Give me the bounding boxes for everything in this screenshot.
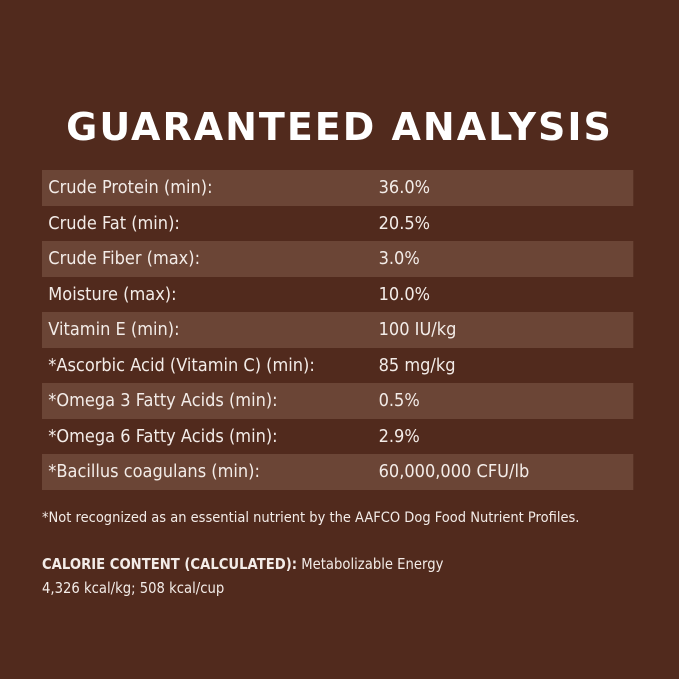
nutrient-value: 20.5% bbox=[378, 212, 431, 234]
table-row: Crude Fiber (max): 3.0% bbox=[42, 241, 634, 277]
nutrient-name: Crude Protein (min): bbox=[48, 177, 213, 199]
footnote: *Not recognized as an essential nutrient… bbox=[42, 510, 580, 526]
nutrient-name: *Ascorbic Acid (Vitamin C) (min): bbox=[48, 354, 315, 376]
table-row: Crude Fat (min): 20.5% bbox=[42, 206, 633, 242]
nutrient-name: Moisture (max): bbox=[48, 283, 177, 305]
nutrient-name: *Bacillus coagulans (min): bbox=[48, 461, 260, 483]
nutrient-name: *Omega 3 Fatty Acids (min): bbox=[48, 390, 278, 412]
calorie-content: CALORIE CONTENT (CALCULATED): Metaboliza… bbox=[42, 552, 443, 600]
nutrient-value: 2.9% bbox=[378, 425, 420, 447]
nutrient-value: 10.0% bbox=[378, 283, 431, 305]
nutrient-name: Crude Fat (min): bbox=[48, 212, 180, 234]
calorie-text: Metabolizable Energy bbox=[301, 555, 444, 573]
table-row: Moisture (max): 10.0% bbox=[42, 277, 633, 313]
nutrient-value: 100 IU/kg bbox=[378, 319, 457, 341]
table-row: *Omega 3 Fatty Acids (min): 0.5% bbox=[42, 383, 634, 419]
nutrient-value: 60,000,000 CFU/lb bbox=[378, 461, 530, 483]
nutrient-name: *Omega 6 Fatty Acids (min): bbox=[48, 425, 278, 447]
nutrient-value: 85 mg/kg bbox=[378, 354, 456, 376]
nutrient-name: Vitamin E (min): bbox=[48, 319, 180, 341]
nutrient-value: 36.0% bbox=[378, 177, 431, 199]
title: GUARANTEED ANALYSIS bbox=[66, 105, 613, 149]
table-row: *Bacillus coagulans (min): 60,000,000 CFU… bbox=[42, 454, 634, 490]
nutrient-name: Crude Fiber (max): bbox=[48, 248, 201, 270]
table-row: Crude Protein (min): 36.0% bbox=[42, 170, 634, 206]
calorie-label: CALORIE CONTENT (CALCULATED): bbox=[42, 555, 298, 573]
table-row: *Omega 6 Fatty Acids (min): 2.9% bbox=[42, 419, 633, 455]
table-row: Vitamin E (min): 100 IU/kg bbox=[42, 312, 634, 348]
analysis-table: Crude Protein (min): 36.0% Crude Fat (min)… bbox=[42, 170, 634, 490]
nutrient-value: 3.0% bbox=[378, 248, 420, 270]
nutrient-value: 0.5% bbox=[378, 390, 420, 412]
table-row: *Ascorbic Acid (Vitamin C) (min): 85 mg/k… bbox=[42, 348, 633, 384]
calorie-values: 4,326 kcal/kg; 508 kcal/cup bbox=[42, 579, 225, 597]
